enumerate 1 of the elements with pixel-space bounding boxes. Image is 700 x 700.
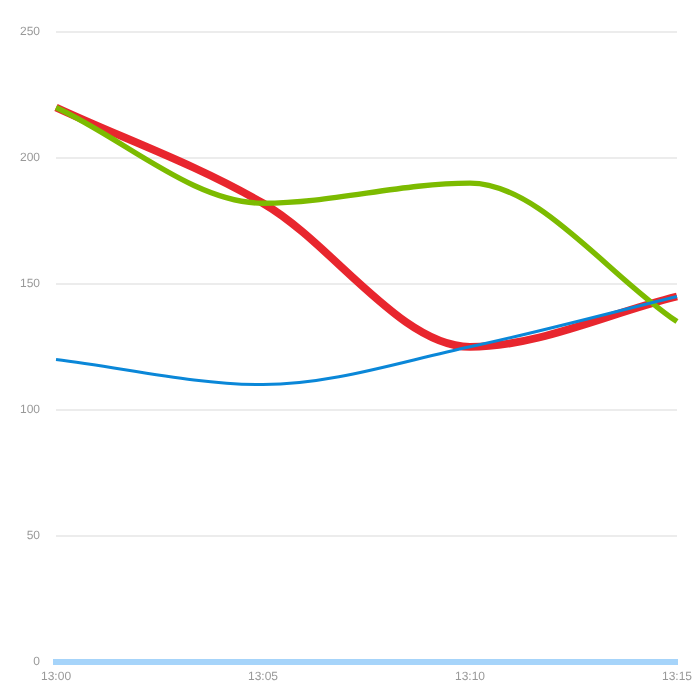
line-series [54, 294, 679, 387]
